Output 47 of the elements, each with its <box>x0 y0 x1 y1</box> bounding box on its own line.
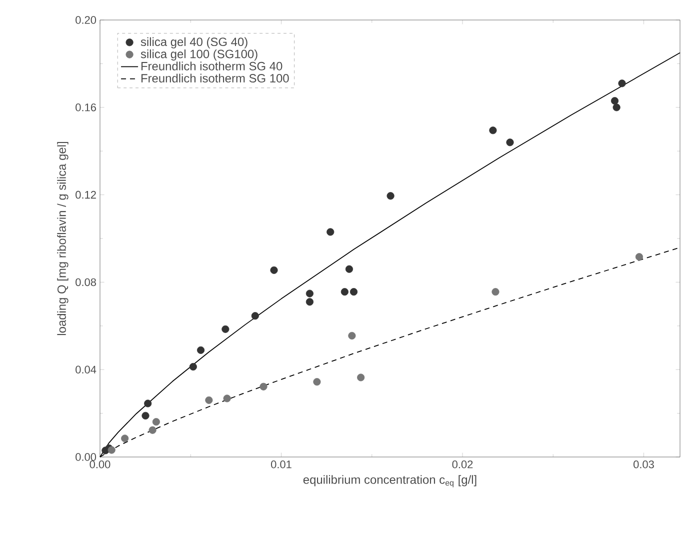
point <box>326 228 334 236</box>
point <box>251 312 259 320</box>
point <box>313 378 321 386</box>
point <box>306 290 314 298</box>
legend-label: Freundlich isotherm SG 40 <box>141 62 282 70</box>
point <box>350 288 358 296</box>
point <box>357 374 365 382</box>
point <box>196 346 205 354</box>
legend-label: silica gel 40 (SG 40) <box>140 37 248 48</box>
point <box>189 362 197 371</box>
point <box>618 80 626 88</box>
y-tick-label: 0.00 <box>76 453 96 461</box>
y-tick-label: 0.16 <box>76 104 96 112</box>
point <box>635 253 644 261</box>
point <box>386 192 394 200</box>
point <box>306 298 314 306</box>
point <box>205 396 213 404</box>
point <box>340 288 348 296</box>
point <box>108 446 116 454</box>
point <box>489 126 497 134</box>
point <box>223 394 231 402</box>
y-tick-label: 0.12 <box>76 190 96 199</box>
legend-label: Freundlich isotherm SG 100 <box>141 74 289 83</box>
point <box>148 426 156 434</box>
legend-label: silica gel 100 (SG100) <box>140 49 258 61</box>
point <box>610 97 619 105</box>
point <box>222 325 230 333</box>
point <box>506 138 514 146</box>
point <box>348 332 356 340</box>
point <box>152 418 160 426</box>
point <box>142 412 150 420</box>
point <box>260 382 268 390</box>
point <box>144 400 152 408</box>
y-axis-title: loading Q [mg riboflavin / g silica gel] <box>57 142 68 336</box>
point <box>345 265 354 273</box>
y-tick-label: 0.20 <box>76 16 96 24</box>
point <box>492 288 500 296</box>
x-axis-title: equilibrium concentration c$_{eq}$ [g/l] <box>303 475 476 488</box>
x-tick-label: 0.02 <box>452 460 473 468</box>
point <box>270 266 278 274</box>
point <box>612 104 620 112</box>
x-tick-label: 0.03 <box>634 460 654 468</box>
x-tick-label: 0.00 <box>90 460 110 468</box>
x-tick-label: 0.01 <box>271 460 292 468</box>
point <box>121 434 129 442</box>
y-tick-label: 0.08 <box>76 278 96 286</box>
y-tick-label: 0.04 <box>76 366 96 374</box>
